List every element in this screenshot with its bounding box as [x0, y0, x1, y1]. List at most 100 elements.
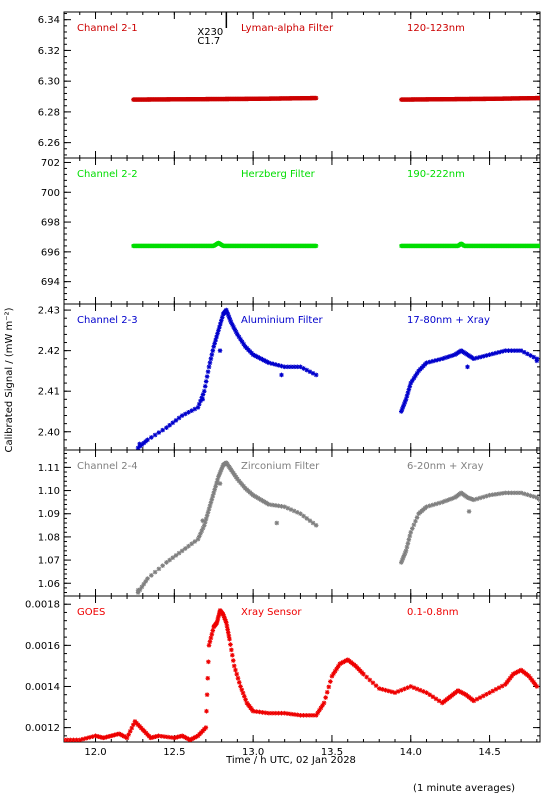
data-point [205, 369, 211, 375]
data-point [288, 364, 294, 370]
data-point [209, 497, 215, 502]
data-point [367, 677, 373, 683]
y-tick-label: 0.0012 [25, 723, 60, 734]
data-point [212, 341, 217, 346]
data-point [233, 329, 239, 335]
data-point [532, 682, 538, 687]
data-point [229, 647, 234, 653]
data-point [266, 502, 272, 507]
data-point [402, 550, 408, 556]
y-tick-label: 0.0016 [25, 641, 60, 652]
band-label: 120-123nm [407, 23, 465, 34]
data-point [230, 652, 235, 658]
data-point [186, 543, 191, 549]
series-2 [398, 490, 540, 565]
data-point [196, 534, 202, 539]
data-point [411, 375, 417, 381]
data-point [139, 442, 145, 448]
series-group [131, 240, 540, 249]
data-point [512, 348, 518, 353]
series-1 [131, 240, 319, 249]
data-point [323, 695, 328, 700]
data-point [462, 691, 467, 697]
data-point [386, 688, 391, 694]
data-point [499, 491, 505, 496]
data-point [487, 352, 492, 357]
data-point [170, 555, 176, 561]
data-point [399, 557, 405, 563]
data-point [490, 492, 496, 498]
data-point [317, 708, 322, 713]
data-point [364, 674, 369, 680]
data-point [301, 366, 306, 371]
data-point [313, 372, 319, 378]
data-point [198, 531, 203, 536]
data-point [71, 737, 76, 742]
data-point [217, 472, 222, 477]
data-point [484, 493, 489, 499]
data-point [480, 494, 486, 500]
data-point [484, 691, 489, 697]
data-point [528, 675, 533, 681]
data-point [176, 415, 182, 421]
data-point [455, 688, 461, 693]
data-point [195, 405, 201, 410]
data-point [291, 364, 297, 370]
data-point [315, 710, 321, 716]
data-point [410, 526, 415, 531]
data-point [141, 440, 147, 446]
data-point [400, 555, 406, 561]
data-point [517, 668, 522, 674]
data-point [405, 390, 411, 396]
data-point [272, 503, 278, 508]
y-tick-label: 2.42 [38, 346, 60, 357]
data-point [232, 327, 238, 332]
data-point [204, 708, 209, 714]
data-point [231, 663, 237, 669]
data-point [340, 659, 346, 665]
data-point [68, 737, 73, 742]
data-point [398, 409, 404, 414]
data-point [407, 533, 413, 539]
data-point [266, 710, 272, 716]
series-2 [398, 348, 540, 414]
data-point [474, 355, 480, 361]
data-point [291, 508, 297, 514]
data-point [294, 712, 300, 718]
data-point [64, 737, 70, 742]
data-point [253, 709, 259, 714]
data-point [279, 504, 284, 509]
data-point [324, 689, 330, 695]
data-point [137, 441, 142, 447]
data-point [86, 735, 92, 740]
data-point [328, 679, 333, 684]
data-point [493, 350, 499, 356]
data-point [183, 411, 188, 417]
data-point [531, 354, 536, 360]
data-point [506, 490, 511, 496]
data-point [471, 698, 477, 704]
data-point [173, 418, 179, 423]
data-point [509, 490, 514, 496]
data-point [224, 307, 229, 313]
data-point [206, 643, 212, 648]
data-point [121, 733, 127, 739]
series-1 [135, 460, 319, 595]
data-point [225, 312, 231, 318]
data-point [204, 692, 210, 698]
data-point [206, 364, 212, 370]
band-label: 17-80nm + Xray [407, 315, 490, 326]
data-point [200, 525, 206, 531]
data-point [433, 501, 439, 507]
data-point [427, 503, 432, 509]
data-point [152, 569, 158, 575]
x-tick-label: 13.5 [321, 747, 343, 758]
y-tick-label: 696 [41, 247, 60, 258]
data-point [288, 711, 294, 717]
data-point [537, 497, 540, 503]
data-point [298, 511, 303, 517]
flare-class-label: X230 [197, 27, 223, 38]
data-point [445, 497, 450, 503]
data-point [487, 492, 492, 498]
data-point [518, 348, 524, 353]
